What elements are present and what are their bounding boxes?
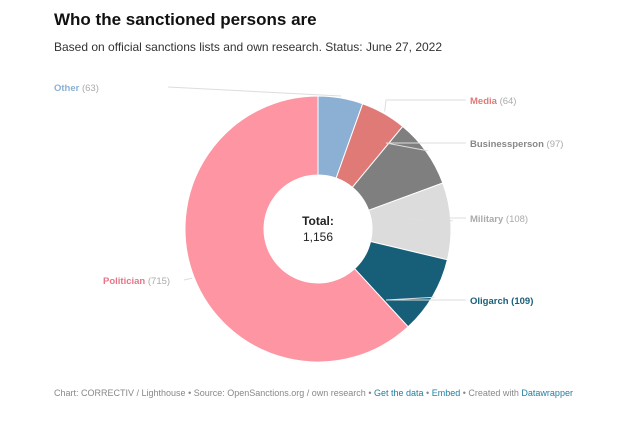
slice-label-businessperson: Businessperson (97) [470,139,563,150]
leader-line-politician [183,277,193,281]
donut-chart: Other (63) Media (64) Businessperson (97) M… [54,83,563,363]
slice-label-media: Media (64) [470,96,516,107]
slice-label-other: Other (63) [54,83,99,94]
leader-line-oligarch [385,296,466,301]
slice-label-value: (63) [79,83,99,94]
slice-label-oligarch: Oligarch (109) [470,296,533,307]
datawrapper-link[interactable]: Datawrapper [521,388,573,398]
slice-label-value: (109) [509,296,534,307]
footer-separator: • [365,388,374,398]
footer-separator: • [460,388,469,398]
slice-label-name: Military [470,214,504,225]
slice-label-name: Other [54,83,80,94]
center-total-label: Total: [302,214,334,228]
get-data-link[interactable]: Get the data [373,388,424,398]
leader-line-businessperson [385,142,466,152]
slice-label-value: (97) [544,139,564,150]
slice-label-politician: Politician (715) [103,276,170,287]
leader-line-other [167,86,342,97]
footer-credit: Chart: CORRECTIV / Lighthouse [54,388,186,398]
footer-separator: • [185,388,194,398]
center-total-value: 1,156 [303,230,333,244]
slice-label-military: Military (108) [470,214,528,225]
chart-subtitle: Based on official sanctions lists and ow… [54,40,443,54]
slice-label-value: (108) [503,214,528,225]
slice-label-name: Media [470,96,498,107]
slice-label-value: (64) [497,96,517,107]
slice-label-name: Politician [103,276,145,287]
slice-label-name: Oligarch [470,296,509,307]
leader-line-military [385,217,466,222]
chart-title: Who the sanctioned persons are [54,10,317,29]
leader-line-media [384,99,466,112]
chart-footer: Chart: CORRECTIV / Lighthouse • Source: … [54,388,573,398]
footer-created-with: Created with [468,388,519,398]
slice-label-value: (715) [145,276,170,287]
slice-politician[interactable] [184,95,409,363]
footer-separator: • [423,388,432,398]
slice-label-name: Businessperson [470,139,544,150]
embed-link[interactable]: Embed [431,388,461,398]
footer-source: Source: OpenSanctions.org / own research [193,388,366,398]
